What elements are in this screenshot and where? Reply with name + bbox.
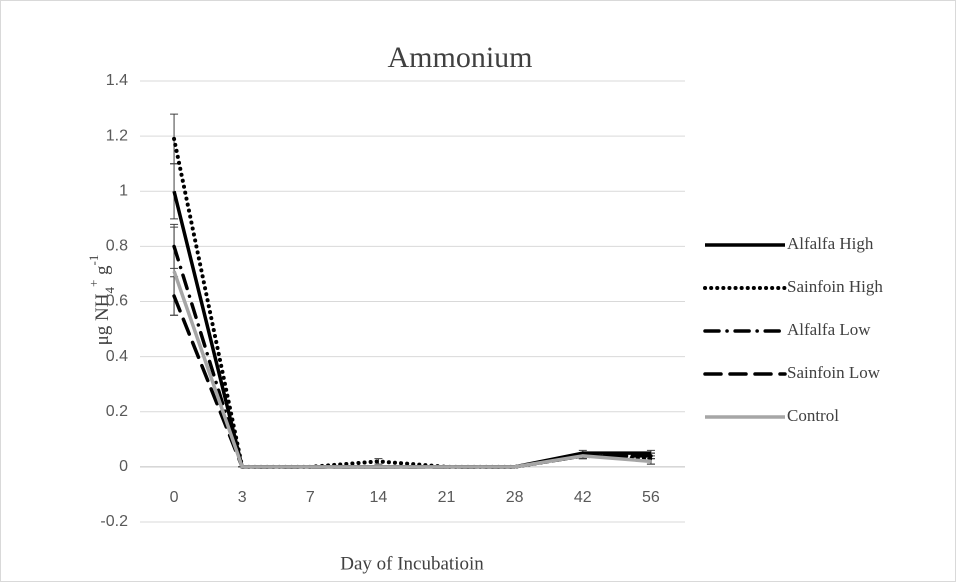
series-line [172,270,652,469]
x-tick-label: 0 [170,489,179,506]
x-axis-label: Day of Incubatioin [340,553,484,574]
legend-label: Alfalfa Low [787,320,871,339]
x-tick-label: 21 [438,489,456,506]
x-tick-label: 14 [370,489,388,506]
chart-title: Ammonium [387,41,532,74]
y-tick-label: 0.6 [106,293,128,310]
x-tick-label: 28 [506,489,524,506]
legend-label: Sainfoin Low [787,363,881,382]
y-tick-label: 1.2 [106,127,128,144]
y-label-part: μg NH [92,293,113,345]
y-tick-label: 0.2 [106,403,128,420]
y-label-part: g [92,265,113,280]
x-tick-label: 56 [642,489,660,506]
y-label-sup: + [86,280,101,287]
y-tick-label: -0.2 [100,513,128,530]
y-label-sup: -1 [86,255,101,266]
x-tick-label: 3 [238,489,247,506]
legend-label: Sainfoin High [787,277,883,296]
legend-label: Alfalfa High [787,234,874,253]
y-tick-label: 0.8 [106,238,128,255]
y-tick-label: 0 [119,458,128,475]
y-tick-label: 1 [119,182,128,199]
y-axis-label: μg NH4+ g-1 [86,255,117,346]
y-label-sub: 4 [102,287,117,294]
y-tick-label: 1.4 [106,72,128,89]
legend-label: Control [787,406,839,425]
x-tick-label: 42 [574,489,592,506]
y-tick-label: 0.4 [106,348,128,365]
x-tick-label: 7 [306,489,315,506]
